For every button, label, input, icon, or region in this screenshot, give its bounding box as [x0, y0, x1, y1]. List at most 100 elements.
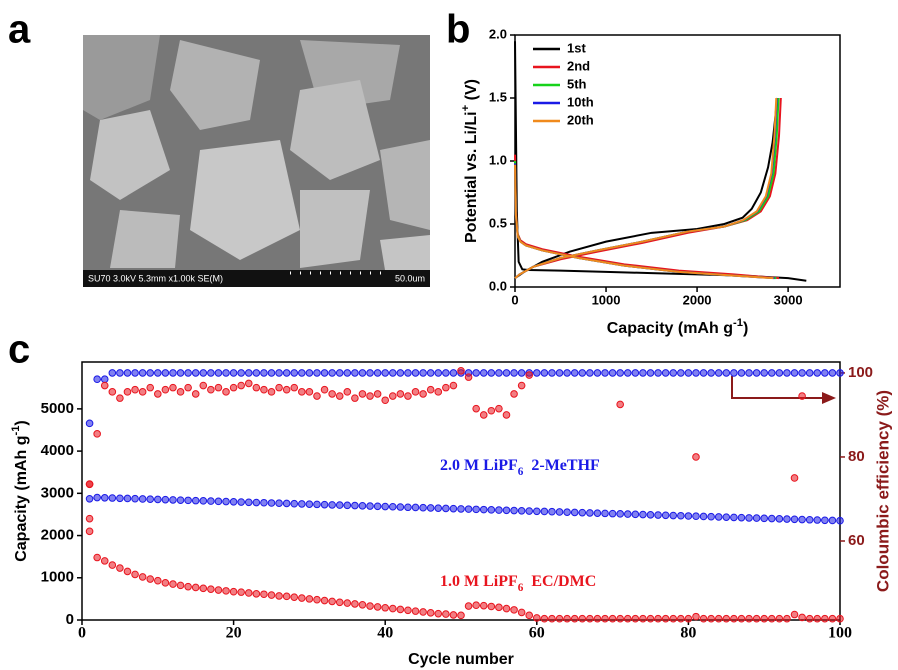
- data-point: [579, 615, 586, 622]
- data-point: [556, 509, 563, 516]
- data-point: [359, 503, 366, 510]
- legend-label: 5th: [567, 76, 587, 91]
- series-annotation-part: 1.0 M LiPF: [440, 573, 518, 590]
- data-point: [731, 615, 738, 622]
- data-point: [306, 501, 313, 508]
- data-point: [746, 615, 753, 622]
- x-tick-label: 1000: [592, 292, 621, 307]
- data-point: [488, 603, 495, 610]
- data-point: [624, 370, 631, 377]
- data-point: [147, 370, 154, 377]
- sem-scale: 50.0um: [395, 273, 425, 283]
- data-point: [261, 370, 268, 377]
- data-point: [215, 587, 222, 594]
- data-point: [829, 615, 836, 622]
- data-point: [405, 370, 412, 377]
- data-point: [230, 588, 237, 595]
- data-point: [791, 516, 798, 523]
- data-point: [465, 603, 472, 610]
- data-point: [109, 495, 116, 502]
- data-point: [382, 604, 389, 611]
- data-point: [230, 384, 237, 391]
- data-point: [215, 498, 222, 505]
- data-point: [587, 510, 594, 517]
- y-axis-title-part: Capacity (mAh g: [13, 436, 30, 562]
- data-point: [678, 615, 685, 622]
- data-point: [291, 500, 298, 507]
- data-point: [753, 615, 760, 622]
- data-point: [86, 528, 93, 535]
- particle: [380, 235, 430, 270]
- data-point: [708, 513, 715, 520]
- data-point: [276, 384, 283, 391]
- legend-label: 20th: [567, 112, 594, 127]
- data-point: [518, 508, 525, 515]
- data-point: [352, 601, 359, 608]
- data-point: [344, 502, 351, 509]
- data-point: [306, 596, 313, 603]
- y2-tick-label: 80: [848, 448, 865, 465]
- x-axis-title-part: Capacity (mAh g: [607, 320, 733, 337]
- data-point: [223, 389, 230, 396]
- x-axis-title: Cycle number: [408, 651, 514, 668]
- data-point: [768, 370, 775, 377]
- data-point: [473, 370, 480, 377]
- data-point: [101, 494, 108, 501]
- data-point: [253, 499, 260, 506]
- data-point: [814, 370, 821, 377]
- data-point: [806, 615, 813, 622]
- data-point: [336, 502, 343, 509]
- data-point: [208, 370, 215, 377]
- data-point: [230, 499, 237, 506]
- data-point: [496, 604, 503, 611]
- data-point: [344, 370, 351, 377]
- data-point: [632, 511, 639, 518]
- x-tick-label: 0: [78, 625, 86, 642]
- data-point: [738, 370, 745, 377]
- legend-label: 2nd: [567, 58, 590, 73]
- data-point: [443, 370, 450, 377]
- data-point: [837, 615, 844, 622]
- data-point: [420, 609, 427, 616]
- data-point: [94, 554, 101, 561]
- data-point: [511, 507, 518, 514]
- data-point: [799, 516, 806, 523]
- data-point: [488, 507, 495, 514]
- data-point: [253, 370, 260, 377]
- data-point: [829, 370, 836, 377]
- data-point: [170, 581, 177, 588]
- data-point: [541, 370, 548, 377]
- data-point: [632, 370, 639, 377]
- data-point: [655, 615, 662, 622]
- data-point: [86, 420, 93, 427]
- data-point: [101, 558, 108, 565]
- data-point: [268, 500, 275, 507]
- data-point: [427, 370, 434, 377]
- data-point: [329, 502, 336, 509]
- x-axis-title: Capacity (mAh g-1): [607, 317, 749, 337]
- data-point: [708, 370, 715, 377]
- data-point: [647, 512, 654, 519]
- data-point: [124, 495, 131, 502]
- x-tick-label: 100: [828, 625, 852, 642]
- data-point: [109, 562, 116, 569]
- data-point: [427, 610, 434, 617]
- data-point: [571, 509, 578, 516]
- data-point: [655, 370, 662, 377]
- data-point: [617, 615, 624, 622]
- data-point: [549, 508, 556, 515]
- data-point: [822, 370, 829, 377]
- data-point: [534, 370, 541, 377]
- data-point: [238, 499, 245, 506]
- data-point: [791, 611, 798, 618]
- data-point: [321, 370, 328, 377]
- legend-label: 10th: [567, 94, 594, 109]
- data-point: [670, 615, 677, 622]
- data-point: [511, 391, 518, 398]
- data-point: [587, 370, 594, 377]
- data-point: [693, 613, 700, 620]
- data-point: [261, 386, 268, 393]
- data-point: [640, 615, 647, 622]
- curve: [515, 98, 781, 278]
- data-point: [359, 601, 366, 608]
